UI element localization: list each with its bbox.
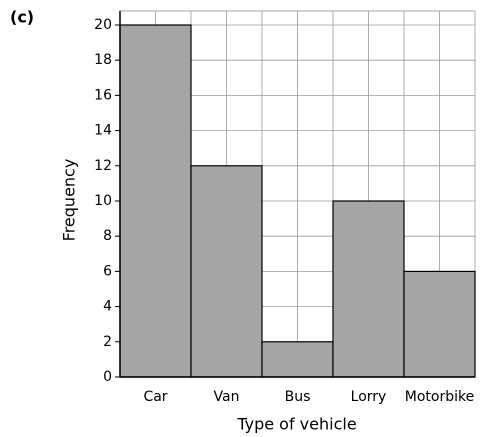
y-tick-label: 10 bbox=[94, 193, 112, 209]
y-tick-label: 12 bbox=[94, 158, 112, 174]
y-tick-label: 6 bbox=[103, 263, 112, 279]
x-tick-label: Car bbox=[143, 389, 167, 405]
bar bbox=[119, 24, 192, 378]
bar bbox=[332, 200, 405, 378]
y-tick-label: 16 bbox=[94, 87, 112, 103]
y-axis-label: Frequency bbox=[60, 159, 79, 242]
y-tick-label: 0 bbox=[103, 369, 112, 385]
y-tick-label: 14 bbox=[94, 123, 112, 139]
x-tick-label: Motorbike bbox=[405, 389, 474, 405]
bar bbox=[261, 341, 334, 378]
bar bbox=[403, 270, 476, 378]
x-tick-label: Bus bbox=[285, 389, 311, 405]
y-tick-label: 18 bbox=[94, 52, 112, 68]
y-tick-label: 8 bbox=[103, 228, 112, 244]
x-tick-label: Van bbox=[214, 389, 240, 405]
x-tick-label: Lorry bbox=[351, 389, 387, 405]
y-tick-label: 2 bbox=[103, 334, 112, 350]
bar bbox=[190, 165, 263, 378]
chart-label: (c) bbox=[10, 8, 34, 27]
y-tick-label: 20 bbox=[94, 17, 112, 33]
x-axis-label: Type of vehicle bbox=[236, 415, 356, 434]
y-tick-label: 4 bbox=[103, 299, 112, 315]
